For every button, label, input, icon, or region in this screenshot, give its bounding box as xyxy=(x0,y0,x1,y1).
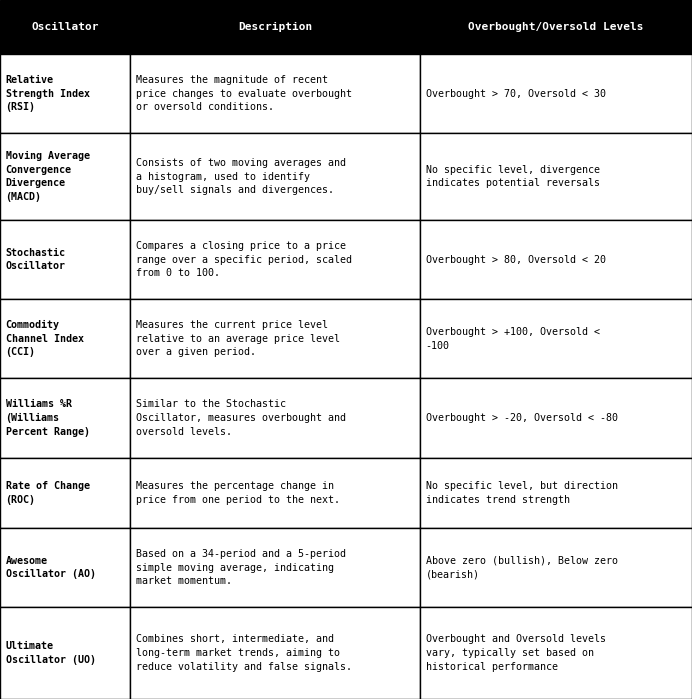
Bar xyxy=(0,299,130,378)
Text: Compares a closing price to a price
range over a specific period, scaled
from 0 : Compares a closing price to a price rang… xyxy=(136,241,352,278)
Text: Ultimate
Oscillator (UO): Ultimate Oscillator (UO) xyxy=(6,641,95,665)
Bar xyxy=(130,0,420,54)
Text: Overbought > +100, Oversold <
-100: Overbought > +100, Oversold < -100 xyxy=(426,327,599,351)
Bar xyxy=(0,607,130,699)
Text: Rate of Change
(ROC): Rate of Change (ROC) xyxy=(6,481,89,505)
Bar xyxy=(130,220,420,299)
Text: No specific level, divergence
indicates potential reversals: No specific level, divergence indicates … xyxy=(426,165,599,189)
Bar xyxy=(0,134,130,220)
Bar xyxy=(0,220,130,299)
Text: Relative
Strength Index
(RSI): Relative Strength Index (RSI) xyxy=(6,75,89,113)
Text: Williams %R
(Williams
Percent Range): Williams %R (Williams Percent Range) xyxy=(6,399,89,437)
Text: Description: Description xyxy=(238,22,312,32)
Text: Overbought/Oversold Levels: Overbought/Oversold Levels xyxy=(468,22,644,32)
Text: Commodity
Channel Index
(CCI): Commodity Channel Index (CCI) xyxy=(6,320,84,357)
Bar xyxy=(0,378,130,458)
Bar xyxy=(130,378,420,458)
Text: Moving Average
Convergence
Divergence
(MACD): Moving Average Convergence Divergence (M… xyxy=(6,151,89,202)
Text: Above zero (bullish), Below zero
(bearish): Above zero (bullish), Below zero (bearis… xyxy=(426,556,617,579)
Text: No specific level, but direction
indicates trend strength: No specific level, but direction indicat… xyxy=(426,481,617,505)
Text: Measures the current price level
relative to an average price level
over a given: Measures the current price level relativ… xyxy=(136,320,340,357)
Text: Overbought > 80, Oversold < 20: Overbought > 80, Oversold < 20 xyxy=(426,254,606,264)
Bar xyxy=(420,220,692,299)
Bar xyxy=(130,299,420,378)
Bar xyxy=(0,528,130,607)
Text: Overbought and Oversold levels
vary, typically set based on
historical performan: Overbought and Oversold levels vary, typ… xyxy=(426,635,606,672)
Text: Measures the percentage change in
price from one period to the next.: Measures the percentage change in price … xyxy=(136,481,340,505)
Text: Measures the magnitude of recent
price changes to evaluate overbought
or oversol: Measures the magnitude of recent price c… xyxy=(136,75,352,113)
Bar xyxy=(130,458,420,528)
Bar xyxy=(420,528,692,607)
Text: Combines short, intermediate, and
long-term market trends, aiming to
reduce vola: Combines short, intermediate, and long-t… xyxy=(136,635,352,672)
Text: Stochastic
Oscillator: Stochastic Oscillator xyxy=(6,247,66,271)
Bar xyxy=(420,299,692,378)
Bar xyxy=(0,54,130,134)
Bar xyxy=(420,458,692,528)
Bar xyxy=(420,0,692,54)
Bar xyxy=(420,134,692,220)
Text: Awesome
Oscillator (AO): Awesome Oscillator (AO) xyxy=(6,556,95,579)
Bar xyxy=(130,54,420,134)
Bar xyxy=(420,378,692,458)
Bar xyxy=(130,607,420,699)
Text: Oscillator: Oscillator xyxy=(31,22,99,32)
Text: Overbought > 70, Oversold < 30: Overbought > 70, Oversold < 30 xyxy=(426,89,606,99)
Text: Overbought > -20, Oversold < -80: Overbought > -20, Oversold < -80 xyxy=(426,413,617,423)
Bar xyxy=(420,607,692,699)
Bar xyxy=(0,458,130,528)
Bar xyxy=(0,0,130,54)
Text: Consists of two moving averages and
a histogram, used to identify
buy/sell signa: Consists of two moving averages and a hi… xyxy=(136,158,345,195)
Text: Based on a 34-period and a 5-period
simple moving average, indicating
market mom: Based on a 34-period and a 5-period simp… xyxy=(136,549,345,586)
Text: Similar to the Stochastic
Oscillator, measures overbought and
oversold levels.: Similar to the Stochastic Oscillator, me… xyxy=(136,399,345,437)
Bar xyxy=(420,54,692,134)
Bar xyxy=(130,528,420,607)
Bar xyxy=(130,134,420,220)
